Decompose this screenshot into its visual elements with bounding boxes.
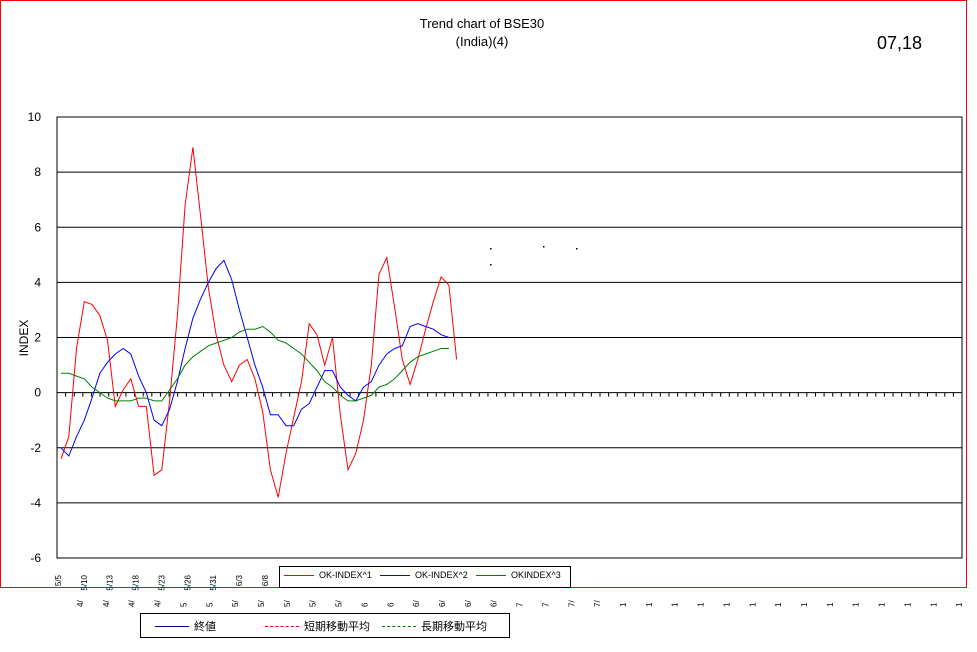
x-tick-label: 1 [671,602,680,607]
x-tick-label: 4/ [128,600,137,607]
x-tick-label: 5/5 [54,574,63,586]
x-tick-label: 7/ [593,600,602,607]
x-tick-label: 5/23 [157,574,166,590]
x-tick-label: 5/26 [183,574,192,590]
legend-swatch [265,625,299,627]
x-tick-label: 6/ [490,600,499,607]
legend-item-okindex2: OK-INDEX^2 [380,570,468,580]
x-tick-label: 5/13 [106,574,115,590]
y-tick-label: 4 [34,275,41,289]
legend-label: OK-INDEX^1 [319,570,372,580]
chart-title: Trend chart of BSE30 [420,16,545,31]
x-tick-label: 6/ [464,600,473,607]
legend-item-close: 終値 [155,618,216,634]
y-tick-label: 10 [28,110,42,124]
x-tick-label: 5/10 [80,574,89,590]
stray-markers [490,246,578,266]
x-tick-label: 5/18 [132,574,141,590]
legend-label: 短期移動平均 [304,621,370,633]
x-tick-label: 6/3 [235,574,244,586]
series-line-3 [61,325,449,402]
legend-item-okindex3: OKINDEX^3 [476,570,561,580]
x-tick-label: 4/ [102,600,111,607]
x-tick-label: 6/ [438,600,447,607]
y-tick-label: 6 [34,220,41,234]
y-tick-label: 2 [34,331,41,345]
y-tick-label: 0 [34,386,41,400]
x-tick-label: 7 [541,602,550,607]
legend-item-short-ma: 短期移動平均 [265,618,370,634]
x-tick-label: 7 [516,602,525,607]
x-tick-label: 1 [748,602,757,607]
x-tick-label: 1 [774,602,783,607]
legend-label: 長期移動平均 [421,621,487,633]
x-tick-label: 1 [619,602,628,607]
x-tick-label: 5 [205,602,214,607]
x-tick-label: 1 [955,602,964,607]
x-tick-label: 1 [826,602,835,607]
grid-lines [56,116,963,559]
series-line-1 [60,147,458,498]
x-tick-label: 5/ [283,600,292,607]
legend-label: OKINDEX^3 [511,570,561,580]
x-tick-label: 5/ [231,600,240,607]
y-tick-label: 8 [34,165,41,179]
x-tick-label: 6 [360,602,369,607]
x-tick-label: 1 [697,602,706,607]
legend-swatch [284,574,314,576]
legend-swatch [476,574,506,576]
x-tick-label: 1 [852,602,861,607]
legend-label: 終値 [194,621,216,633]
stray-dot [490,264,492,266]
x-tick-label: 5 [179,602,188,607]
x-tick-label: 1 [645,602,654,607]
x-tick-label: 1 [929,602,938,607]
legend-label: OK-INDEX^2 [415,570,468,580]
x-tick-label: 6/ [412,600,421,607]
legend-swatch [382,625,416,627]
x-tick-label: 5/ [309,600,318,607]
x-tick-labels: 5/5 5/10 5/13 5/18 5/23 5/26 5/31 6/3 6/8 4/4/4/4… [54,574,964,607]
x-tick-label: 6/8 [261,574,270,586]
x-tick-label: 4/ [76,600,85,607]
y-axis-label: INDEX [17,320,31,357]
y-tick-label: -6 [30,551,41,565]
x-tick-label: 5/ [257,600,266,607]
y-tick-labels: -6 -4 -2 0 2 4 6 8 10 [28,110,42,565]
legend-item-okindex1: OK-INDEX^1 [284,570,372,580]
legend-item-long-ma: 長期移動平均 [382,618,487,634]
legend-swatch [155,625,189,627]
chart-subtitle: (India)(4) [456,34,509,49]
series-lines [60,147,458,498]
x-tick-label: 5/ [335,600,344,607]
x-tick-label: 1 [722,602,731,607]
y-tick-label: -2 [30,441,41,455]
x-tick-label: 1 [800,602,809,607]
stray-dot [576,248,578,250]
stray-dot [543,246,545,248]
stray-dot [490,248,492,250]
series-line-2 [60,259,450,457]
y-tick-label: -4 [30,496,41,510]
x-tick-label: 1 [878,602,887,607]
x-tick-label: 7/ [567,600,576,607]
x-tick-label: 6 [386,602,395,607]
x-tick-label: 4/ [154,600,163,607]
inner-legend: OK-INDEX^1 OK-INDEX^2 OKINDEX^3 [279,566,571,588]
x-tick-label: 5/31 [209,574,218,590]
outer-legend: 終値 短期移動平均 長期移動平均 [140,613,510,638]
x-tick-label: 1 [903,602,912,607]
legend-swatch [380,574,410,576]
corner-label: 07,18 [877,33,923,53]
